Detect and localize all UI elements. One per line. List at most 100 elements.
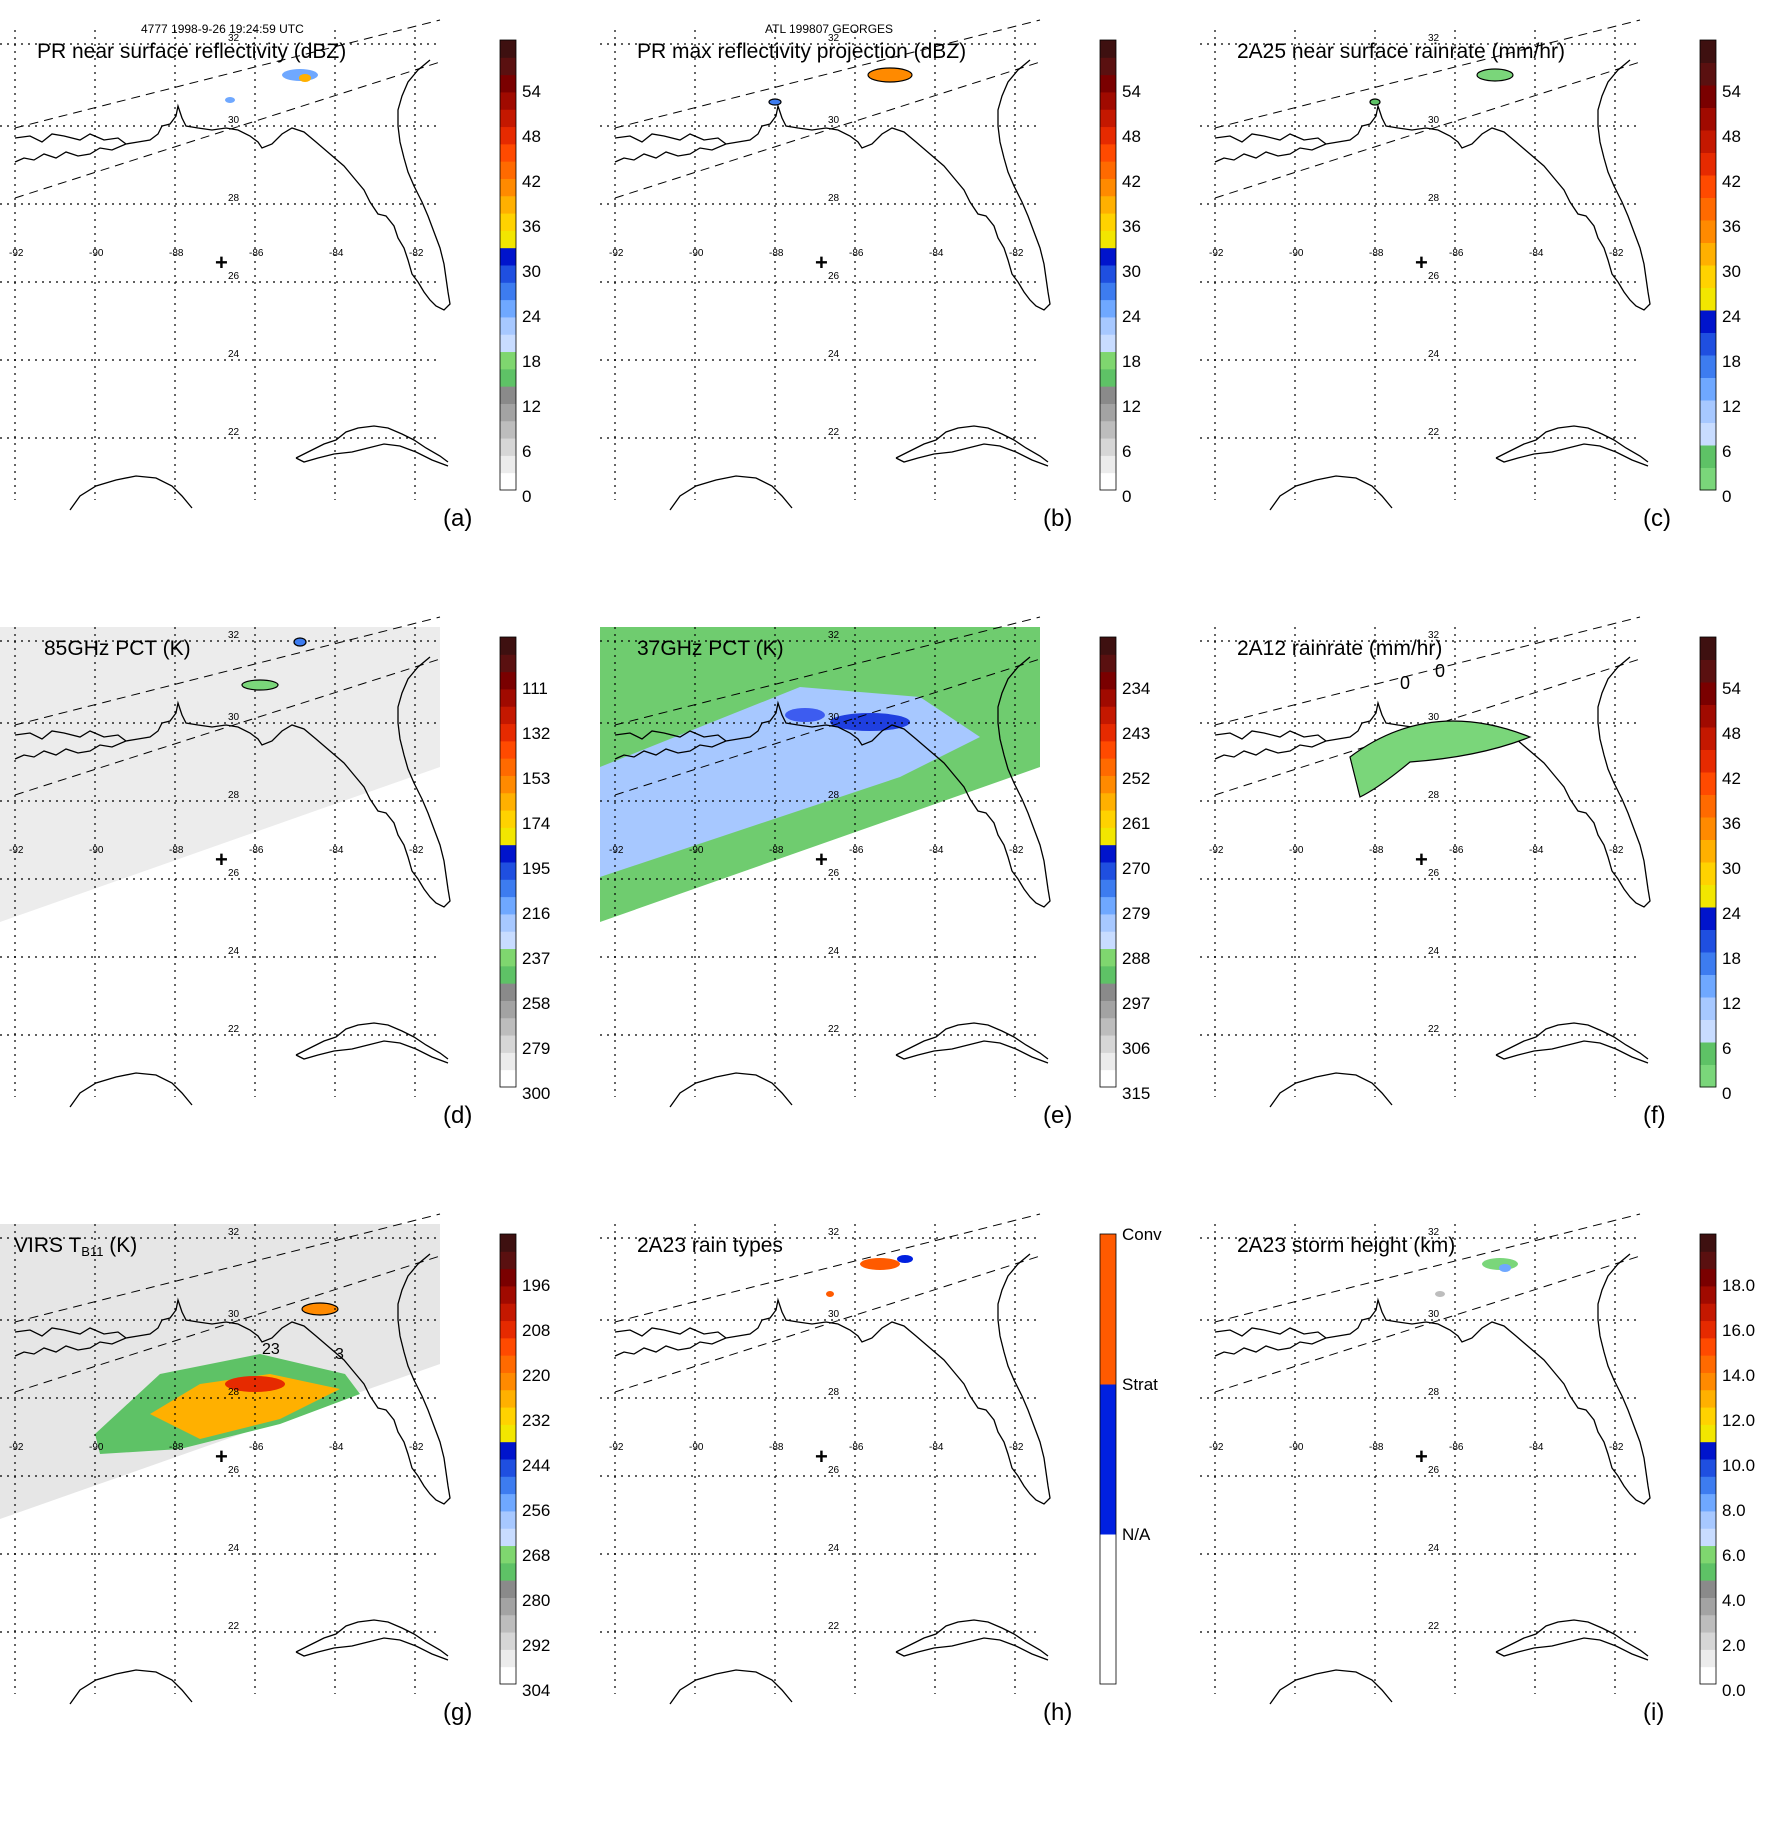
colorbar-segment <box>500 1545 516 1564</box>
colorbar-segment <box>500 247 516 266</box>
colorbar-segment <box>1100 896 1116 915</box>
panel-2a25-rainrate: -92 -90 -88 -86 -84 -82 32 30 28 26 24 22 +54 48 42 36 3… <box>1200 19 1771 630</box>
longitude-label: -86 <box>249 845 264 856</box>
coastline <box>14 59 451 311</box>
colorbar-tick-label: 288 <box>1122 949 1150 968</box>
header-storm-name: ATL 199807 GEORGES <box>765 22 894 36</box>
colorbar-segment <box>1700 704 1716 728</box>
colorbar-segment <box>1700 1407 1716 1425</box>
colorbar-segment <box>500 844 516 863</box>
colorbar-segment <box>500 1303 516 1322</box>
colorbar-segment <box>1100 1234 1116 1385</box>
longitude-label: -82 <box>1009 248 1024 259</box>
latitude-label: 26 <box>828 1465 840 1476</box>
longitude-label: -88 <box>769 845 784 856</box>
colorbar-tick-label: 258 <box>522 994 550 1013</box>
longitude-label: -88 <box>169 1442 184 1453</box>
colorbar-frame <box>1099 1233 1117 1685</box>
latitude-label: 26 <box>1428 1465 1440 1476</box>
colorbar-tick-label: 232 <box>522 1411 550 1430</box>
colorbar-tick-label: 16.0 <box>1722 1321 1755 1340</box>
colorbar-segment <box>1700 727 1716 750</box>
colorbar-segment <box>1100 126 1116 145</box>
map-plot: -92 -90 -88 -86 -84 -82 32 30 28 26 24 22 +196 208 220… <box>0 1213 550 1705</box>
colorbar-segment <box>500 1597 516 1616</box>
colorbar-segment <box>1100 1017 1116 1036</box>
coastline <box>295 1619 449 1661</box>
colorbar-segment <box>500 195 516 214</box>
colorbar-tick-label: 54 <box>1122 82 1141 101</box>
panel-title: PR max reflectivity projection (dBZ) <box>637 40 967 63</box>
longitude-label: -88 <box>1369 248 1384 259</box>
colorbar-segment <box>1100 740 1116 759</box>
colorbar-tick-label: 48 <box>1722 724 1741 743</box>
colorbar-segment <box>1700 220 1716 243</box>
swath-edge-line <box>1214 616 1641 726</box>
colorbar-segment <box>1700 40 1716 63</box>
latitude-label: 32 <box>1428 33 1440 44</box>
panel-virs-tb11: -92 -90 -88 -86 -84 -82 32 30 28 26 24 22 +196 208 220… <box>0 1213 600 1824</box>
colorbar-frame <box>1699 636 1717 1088</box>
colorbar-frame <box>499 39 517 491</box>
colorbar-segment <box>500 1268 516 1287</box>
colorbar-segment <box>1100 688 1116 707</box>
colorbar-segment <box>1700 817 1716 840</box>
colorbar-segment <box>1100 40 1116 58</box>
colorbar-segment <box>1100 351 1116 370</box>
colorbar-segment <box>1700 1614 1716 1633</box>
colorbar-tick-label: 315 <box>1122 1084 1150 1103</box>
colorbar-segment <box>1700 1493 1716 1512</box>
latitude-label: 28 <box>228 193 240 204</box>
colorbar-segment <box>1100 299 1116 318</box>
latitude-label: 22 <box>828 427 840 438</box>
colorbar-segment <box>500 965 516 984</box>
colorbar: Conv Strat N/A <box>1099 1225 1162 1685</box>
colorbar-tick-label: 132 <box>522 724 550 743</box>
longitude-label: -84 <box>1529 1442 1544 1453</box>
colorbar-segment <box>500 1251 516 1270</box>
longitude-label: -82 <box>409 1442 424 1453</box>
coastline <box>69 1072 193 1108</box>
colorbar-tick-label: 30 <box>522 262 541 281</box>
longitude-label: -84 <box>1529 248 1544 259</box>
colorbar-segment <box>500 57 516 76</box>
latitude-label: 30 <box>828 712 840 723</box>
latitude-label: 32 <box>228 630 240 641</box>
longitude-label: -90 <box>89 845 104 856</box>
colorbar-segment <box>500 1035 516 1053</box>
swath-edge-line <box>14 19 441 129</box>
coastline <box>1495 425 1649 467</box>
colorbar-segment <box>1700 1510 1716 1529</box>
coastline <box>1214 59 1651 311</box>
colorbar-segment <box>1700 1285 1716 1304</box>
colorbar-tick-label: 48 <box>1122 127 1141 146</box>
swath-edge-line <box>14 1213 441 1323</box>
colorbar-tick-label: 268 <box>522 1546 550 1565</box>
colorbar-segment <box>1100 282 1116 301</box>
colorbar-segment <box>500 282 516 301</box>
colorbar-segment <box>1700 1251 1716 1270</box>
colorbar-tick-label: 48 <box>1722 127 1741 146</box>
colorbar-segment <box>1100 983 1116 1001</box>
longitude-label: -86 <box>849 1442 864 1453</box>
colorbar-segment <box>500 706 516 725</box>
latitude-label: 30 <box>828 115 840 126</box>
colorbar-tick-label: 10.0 <box>1722 1456 1755 1475</box>
latitude-label: 30 <box>1428 1309 1440 1320</box>
colorbar-segment <box>500 1234 516 1252</box>
coastline <box>69 1669 193 1705</box>
precip-cell <box>1435 1291 1445 1297</box>
colorbar-segment <box>500 299 516 318</box>
colorbar-segment <box>1700 1476 1716 1495</box>
longitude-label: -82 <box>409 845 424 856</box>
colorbar-tick-label: 54 <box>1722 82 1741 101</box>
colorbar-tick-label: 18 <box>1122 352 1141 371</box>
panel-letter: (i) <box>1643 1699 1665 1726</box>
colorbar-frame <box>499 1233 517 1685</box>
colorbar-segment <box>1700 1303 1716 1322</box>
precip-cell <box>826 1291 834 1297</box>
panel-2a23-storm-height: -92 -90 -88 -86 -84 -82 32 30 28 26 24 22 +18.0 16.0 1… <box>1200 1213 1771 1824</box>
panel-title-main: VIRS T <box>14 1234 82 1257</box>
map-base: -92 -90 -88 -86 -84 -82 32 30 28 26 24 22 + <box>1200 616 1651 1108</box>
colorbar-segment <box>500 1000 516 1019</box>
